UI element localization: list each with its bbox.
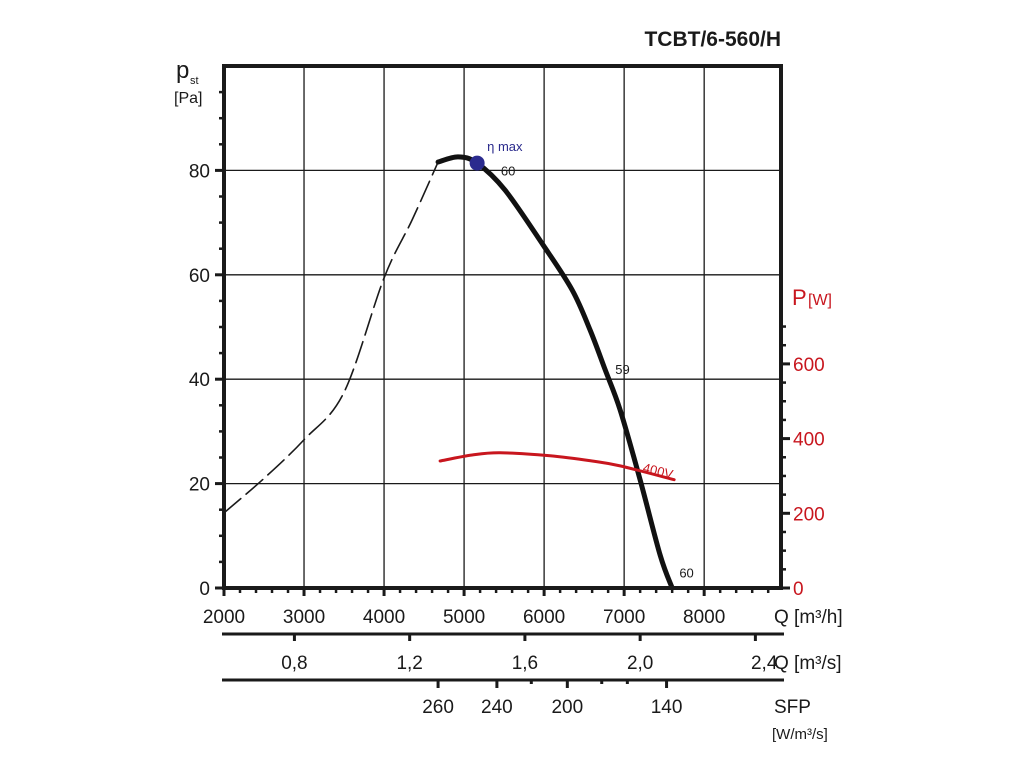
x-axis-label: Q [m³/h] (774, 607, 843, 628)
x3-tick-label: 240 (481, 697, 513, 718)
x-tick-label: 6000 (523, 607, 565, 628)
x2-axis-label: Q [m³/s] (774, 653, 842, 674)
y-tick-label: 20 (189, 475, 210, 496)
x2-tick-label: 2,0 (627, 653, 653, 674)
curves (223, 154, 676, 591)
series-pressure (435, 154, 675, 591)
x2-tick-label: 0,8 (281, 653, 307, 674)
x2-tick-label: 1,2 (396, 653, 422, 674)
efficiency-label: 60 (679, 565, 693, 580)
eta-max-marker (469, 155, 485, 171)
y2-axis-label-main: P (792, 285, 807, 310)
series-pressure-unstable (223, 161, 439, 514)
y-tick-label: 60 (189, 266, 210, 287)
y-axis-label-unit: [Pa] (174, 90, 202, 107)
x-tick-label: 7000 (603, 607, 645, 628)
efficiency-label: 60 (501, 163, 515, 178)
eta-max-label: η max (487, 139, 523, 154)
y2-axis-label-unit: [W] (808, 292, 832, 309)
y-tick-label: 0 (199, 579, 210, 600)
y2-tick-label: 0 (793, 579, 804, 600)
y2-tick-label: 600 (793, 355, 825, 376)
x3-tick-label: 140 (651, 697, 683, 718)
y-axis-label-main: p (176, 57, 189, 84)
x2-tick-label: 1,6 (512, 653, 538, 674)
x-tick-label: 5000 (443, 607, 485, 628)
y2-tick-label: 400 (793, 430, 825, 451)
y-tick-label: 80 (189, 161, 210, 182)
x3-axis-label-unit: [W/m³/s] (772, 726, 828, 743)
x2-tick-label: 2,4 (751, 653, 778, 674)
y2-tick-label: 200 (793, 504, 825, 525)
chart-title: TCBT/6-560/H (644, 28, 781, 51)
efficiency-label: 59 (615, 362, 629, 377)
x3-axis-label-main: SFP (774, 697, 811, 718)
y-axis-label-sub: st (190, 75, 199, 87)
x-tick-label: 8000 (683, 607, 725, 628)
plot-frame (222, 64, 783, 590)
x-tick-label: 2000 (203, 607, 245, 628)
x-tick-label: 3000 (283, 607, 325, 628)
grid-lines (224, 66, 781, 588)
x3-tick-label: 200 (551, 697, 583, 718)
series-power-400V (438, 451, 676, 482)
x-tick-label: 4000 (363, 607, 405, 628)
x3-tick-label: 260 (422, 697, 454, 718)
y-tick-label: 40 (189, 370, 210, 391)
series-label: 400V (641, 460, 674, 482)
labels: 2000 3000 4000 5000 6000 7000 8000 0 20 40 60 80 0 20… (189, 139, 825, 718)
